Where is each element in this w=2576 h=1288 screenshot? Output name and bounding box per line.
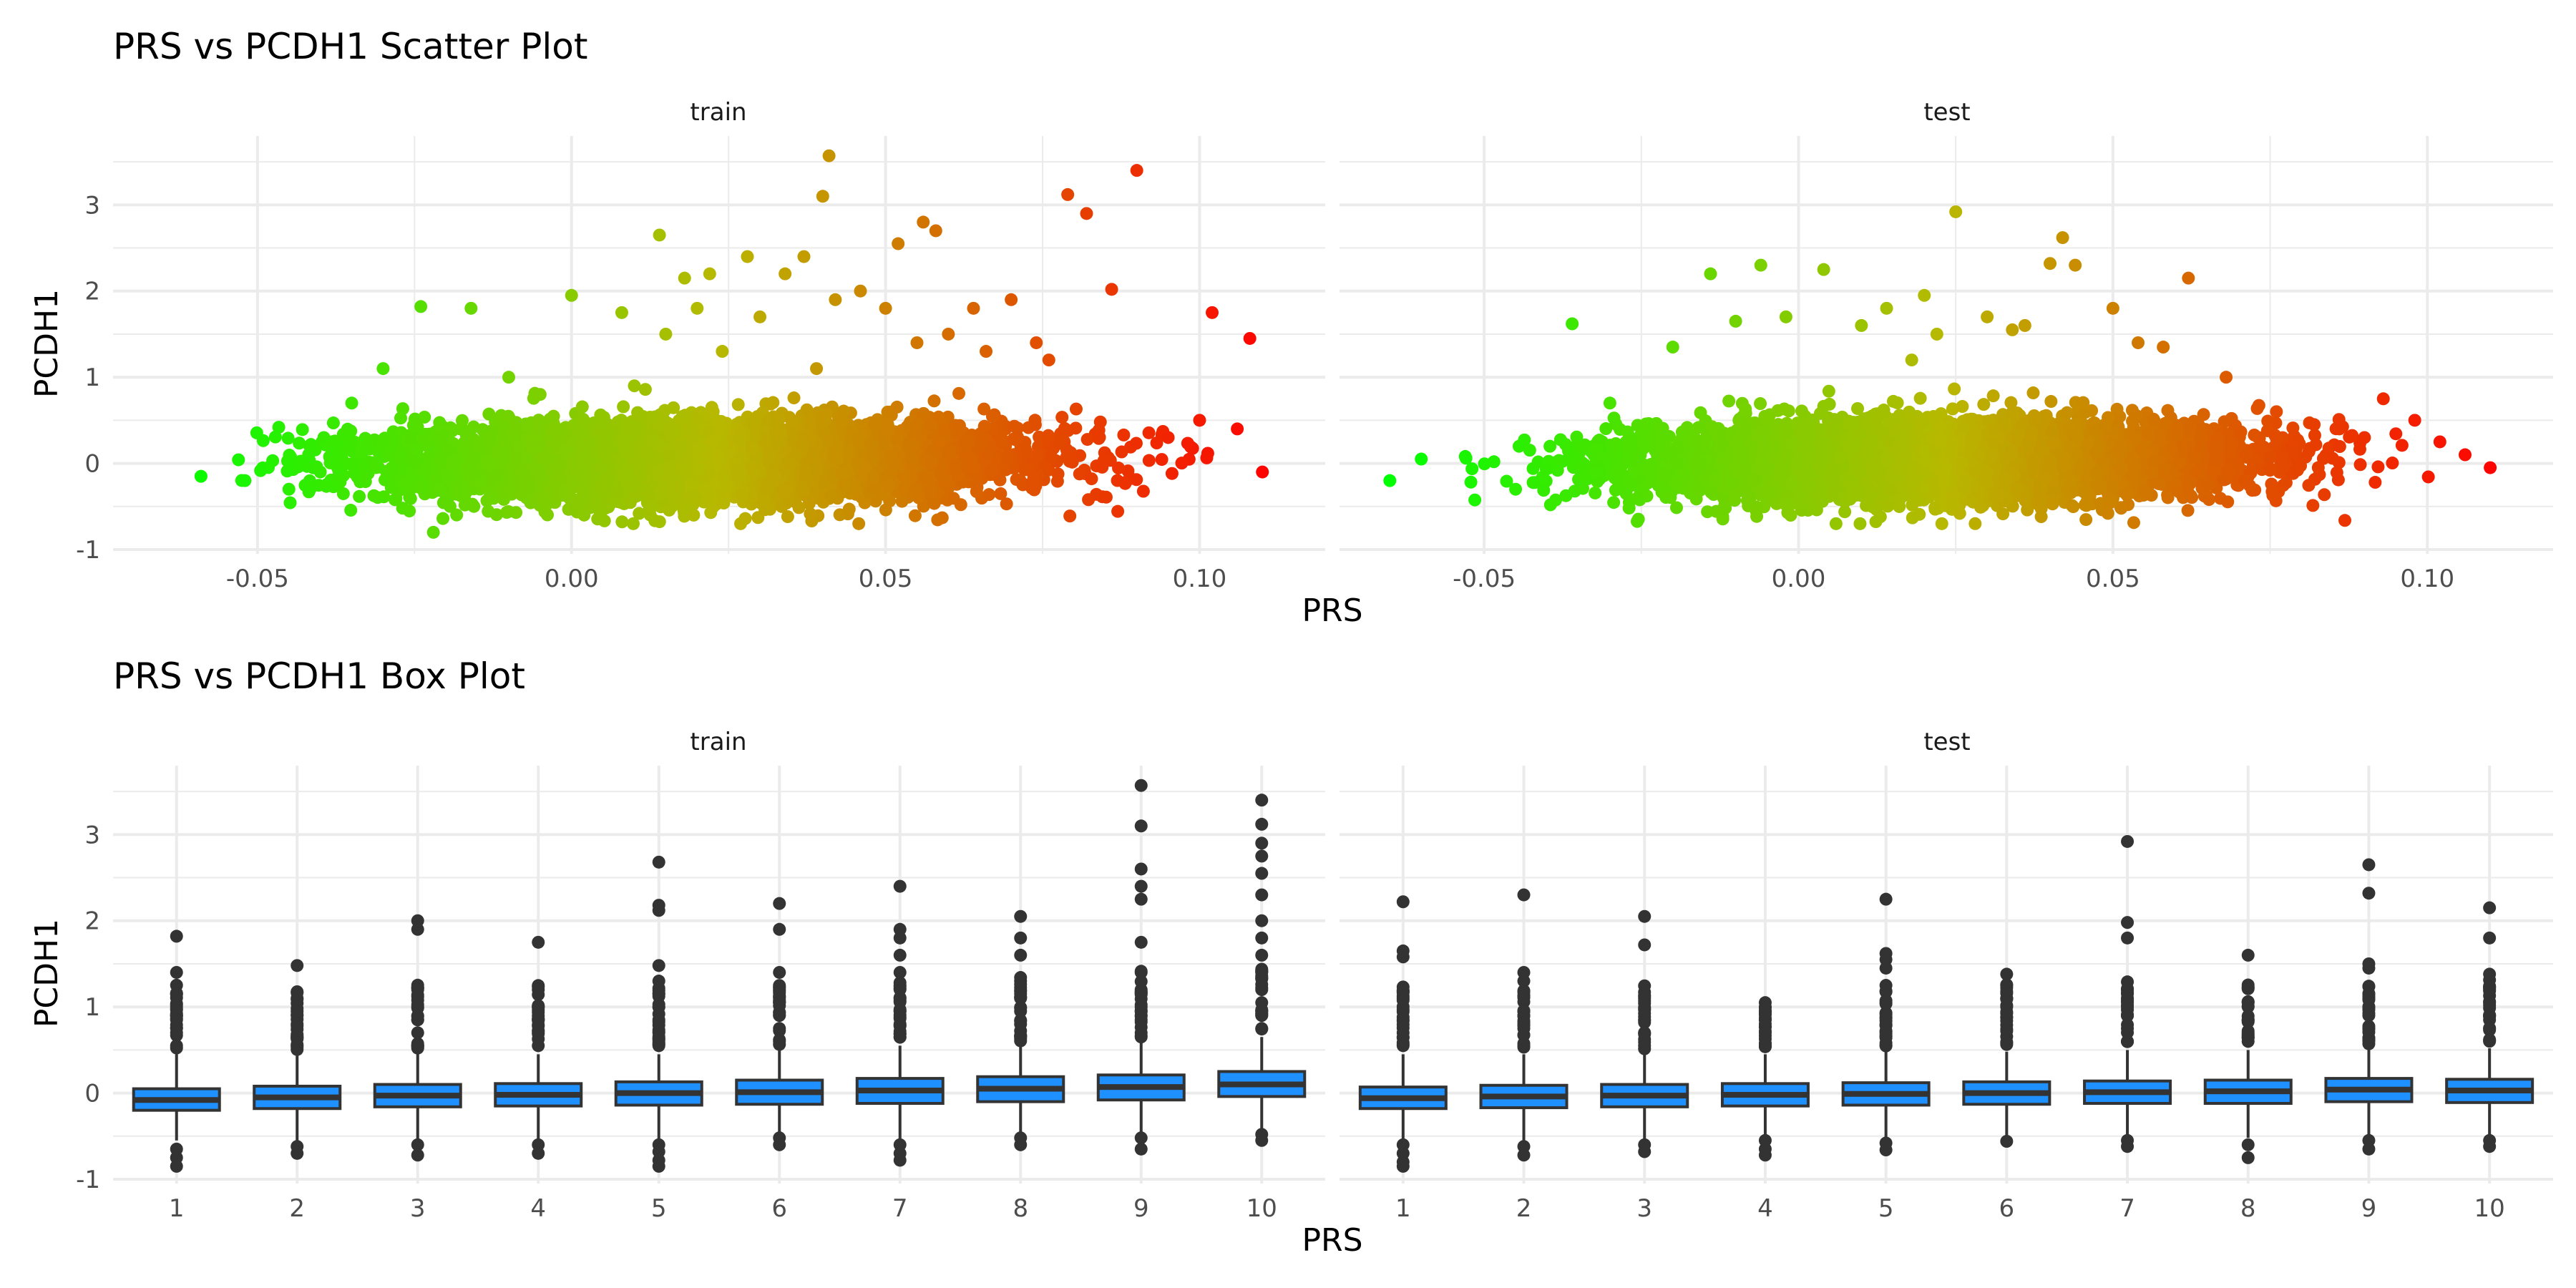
scatter-point-bulk (232, 453, 245, 467)
scatter-point-bulk (353, 489, 366, 503)
scatter-point-bulk (931, 513, 945, 527)
scatter-point-bulk (787, 391, 801, 405)
scatter-point-bulk (982, 488, 996, 502)
scatter-point-bulk (738, 512, 752, 525)
scatter-point-bulk (1142, 426, 1156, 439)
scatter-point-bulk (344, 504, 358, 517)
scatter-strip-test: test (1923, 98, 1970, 127)
scatter-point-bulk (394, 411, 407, 425)
scatter-point-bulk (293, 436, 306, 450)
scatter-point-bulk (1136, 484, 1150, 498)
scatter-point-bulk (403, 504, 416, 518)
scatter-point-bulk (1069, 402, 1083, 416)
scatter-point-bulk (781, 510, 794, 524)
scatter-point-bulk (443, 499, 457, 513)
scatter-point-bulk (1000, 451, 1014, 464)
scatter-point-bulk (1130, 473, 1143, 487)
scatter-point-bulk (256, 434, 270, 447)
scatter-point-bulk (617, 400, 630, 414)
scatter-strip-train: train (690, 98, 746, 127)
scatter-point-bulk (1085, 472, 1098, 486)
scatter-panel-train (113, 136, 1325, 554)
scatter-point-bulk (272, 421, 286, 434)
scatter-point-bulk (977, 402, 991, 416)
scatter-point-bulk (320, 477, 333, 491)
scatter-point-bulk (1155, 453, 1169, 467)
scatter-point-bulk (1112, 462, 1126, 475)
scatter-point-bulk (842, 502, 856, 516)
scatter-point-bulk (658, 404, 672, 417)
scatter-point-bulk (502, 504, 515, 518)
scatter-point-bulk (615, 515, 629, 529)
scatter-point-bulk (952, 386, 966, 400)
scatter-point-bulk (1093, 415, 1107, 429)
scatter-point-bulk (1117, 428, 1131, 441)
scatter-point-bulk (336, 487, 350, 500)
scatter-point-bulk (763, 397, 777, 411)
scatter-point-bulk (908, 509, 922, 522)
scatter-point-bulk (1165, 467, 1179, 480)
scatter-point-bulk (281, 431, 295, 445)
scatter-point-bulk (1063, 509, 1077, 523)
scatter-point-bulk (268, 430, 282, 444)
scatter-point-bulk (833, 508, 847, 522)
scatter-point-bulk (326, 416, 340, 430)
scatter-title: PRS vs PCDH1 Scatter Plot (113, 26, 587, 67)
scatter-point-bulk (927, 394, 941, 408)
scatter-point-bulk (627, 517, 640, 530)
scatter-point-bulk (1069, 421, 1083, 435)
scatter-point-bulk (1118, 476, 1132, 489)
scatter-point-bulk (1142, 454, 1156, 467)
scatter-point-bulk (327, 447, 341, 461)
scatter-point-bulk (436, 512, 450, 525)
scatter-point-bulk (1080, 433, 1094, 447)
scatter-point-bulk (296, 423, 309, 436)
scatter-point-bulk (283, 496, 297, 509)
